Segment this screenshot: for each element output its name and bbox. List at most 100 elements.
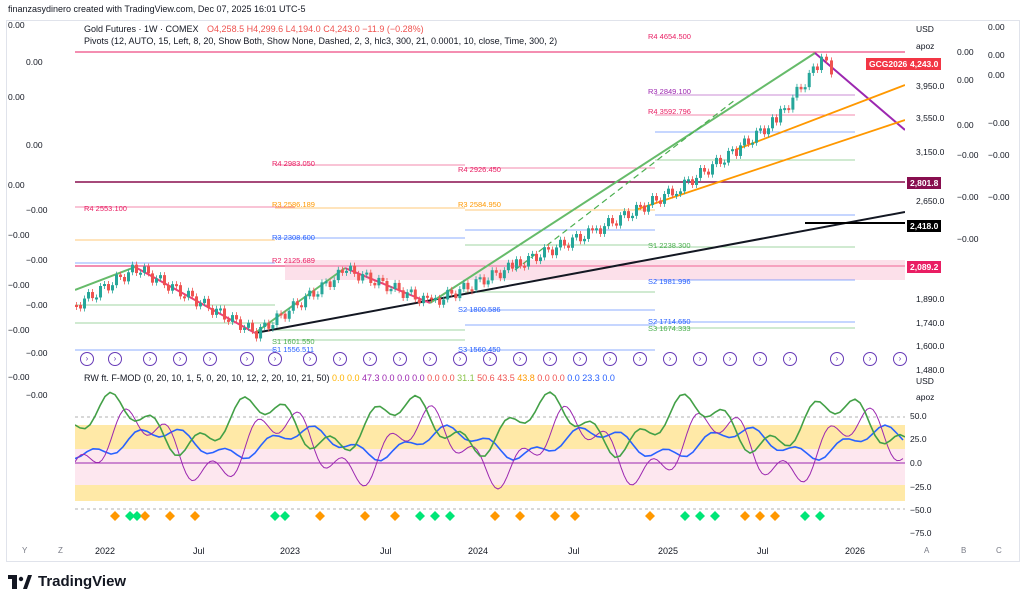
signal-diamond [125,511,135,521]
oscillator-chart[interactable] [75,385,905,545]
nav-arrow-icon[interactable]: › [863,352,877,366]
right-value-label: 0.00 [957,120,974,130]
candle [231,315,234,322]
right-value-label: 0.00 [988,50,1005,60]
nav-arrow-icon[interactable]: › [723,352,737,366]
oscillator-purple-line [75,405,904,490]
oscillator-green-line [75,391,905,459]
nav-arrow-icon[interactable]: › [173,352,187,366]
pivots-indicator-legend[interactable]: Pivots (12, AUTO, 15, Left, 8, 20, Show … [84,36,558,46]
nav-arrow-icon[interactable]: › [693,352,707,366]
signal-diamond [315,511,325,521]
candle [159,275,162,279]
candle [332,280,336,288]
nav-arrow-icon[interactable]: › [543,352,557,366]
candle [438,297,442,305]
nav-arrow-icon[interactable]: › [603,352,617,366]
candle [711,164,714,175]
candle [458,289,462,299]
nav-arrow-icon[interactable]: › [633,352,647,366]
nav-arrow-icon[interactable]: › [333,352,347,366]
nav-arrow-icon[interactable]: › [143,352,157,366]
uptrend-channel [429,52,816,304]
price-axis-currency[interactable]: USD [916,24,934,34]
candle [275,313,279,326]
signal-diamond [710,511,720,521]
long-term-trendline [254,211,905,334]
candle [191,290,194,297]
price-chart[interactable] [75,20,905,368]
left-value-label: −0.00 [26,255,48,265]
candle [771,117,774,129]
candle [563,239,566,246]
left-value-label: −0.00 [8,372,30,382]
oscillator-value: 0.0 [379,373,395,383]
nav-arrow-icon[interactable]: › [663,352,677,366]
oscillator-value: 0.0 [534,373,550,383]
candle [506,262,510,271]
oscillator-value: 23.3 [579,373,600,383]
corner-button-y[interactable]: Y [22,546,28,555]
corner-button-a[interactable]: A [924,546,930,555]
nav-arrow-icon[interactable]: › [203,352,217,366]
candle [623,211,626,216]
corner-button-z[interactable]: Z [58,546,63,555]
candle [619,215,622,226]
corner-button-c[interactable]: C [996,546,1002,555]
corner-button-b[interactable]: B [961,546,967,555]
nav-arrow-icon[interactable]: › [108,352,122,366]
time-axis-label: 2026 [845,546,866,556]
nav-arrow-icon[interactable]: › [423,352,437,366]
symbol-legend[interactable]: Gold Futures · 1W · COMEX O4,258.5 H4,29… [84,24,424,34]
nav-arrow-icon[interactable]: › [453,352,467,366]
candle [349,265,353,271]
candle [425,295,429,298]
candle [462,282,466,290]
osc-axis-label: −25.0 [910,482,932,492]
nav-arrow-icon[interactable]: › [830,352,844,366]
nav-arrow-icon[interactable]: › [573,352,587,366]
candle [99,286,102,298]
candle [679,191,682,194]
nav-arrow-icon[interactable]: › [240,352,254,366]
nav-arrow-icon[interactable]: › [783,352,797,366]
pivot-s1-a: S1 2238.300 [648,241,691,250]
signal-diamond [645,511,655,521]
nav-arrow-icon[interactable]: › [753,352,767,366]
signal-diamond [132,511,142,521]
candle [707,171,710,175]
nav-arrow-icon[interactable]: › [513,352,527,366]
pivot-r3-a: R3 2849.100 [648,87,691,96]
time-axis-label: Jul [193,546,205,556]
candle [607,218,610,227]
nav-arrow-icon[interactable]: › [893,352,907,366]
nav-arrow-icon[interactable]: › [268,352,282,366]
signal-diamond [110,511,120,521]
candle [127,272,130,282]
candle [324,281,328,284]
candle [111,285,114,291]
candle [703,168,706,172]
candle [223,308,226,320]
right-value-label: 0.00 [988,70,1005,80]
candle [695,177,698,185]
candle [571,237,574,248]
nav-arrow-icon[interactable]: › [483,352,497,366]
candle [466,282,470,290]
candle [243,327,246,330]
nav-arrow-icon[interactable]: › [303,352,317,366]
candle [151,273,154,283]
nav-arrow-icon[interactable]: › [393,352,407,366]
nav-arrow-icon[interactable]: › [80,352,94,366]
candle [787,108,791,111]
left-value-label: 0.00 [8,180,25,190]
tradingview-logo[interactable]: TradingView [8,573,126,590]
left-value-label: 0.00 [26,57,43,67]
ohlc-change: −11.9 (−0.28%) [362,24,424,34]
chart-attribution: finanzasydinero created with TradingView… [8,4,306,14]
candle [699,168,702,178]
candle [659,200,662,204]
candle [715,157,718,165]
oscillator-legend[interactable]: RW ft. F-MOD (0, 20, 10, 1, 5, 0, 20, 10… [84,373,615,383]
nav-arrow-icon[interactable]: › [363,352,377,366]
